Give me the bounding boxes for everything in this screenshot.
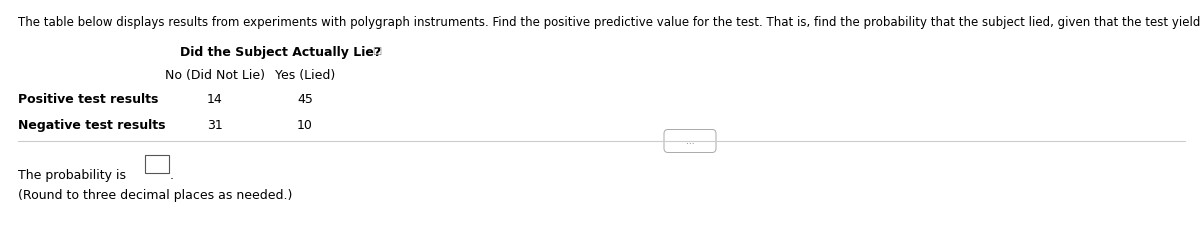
Text: The probability is: The probability is bbox=[18, 169, 126, 182]
Text: 14: 14 bbox=[208, 93, 223, 106]
Text: .: . bbox=[170, 169, 174, 182]
Text: 10: 10 bbox=[298, 119, 313, 132]
Text: No (Did Not Lie): No (Did Not Lie) bbox=[166, 69, 265, 82]
Text: ...: ... bbox=[685, 136, 695, 146]
Text: Yes (Lied): Yes (Lied) bbox=[275, 69, 335, 82]
Text: 31: 31 bbox=[208, 119, 223, 132]
Text: The table below displays results from experiments with polygraph instruments. Fi: The table below displays results from ex… bbox=[18, 16, 1200, 29]
FancyBboxPatch shape bbox=[664, 129, 716, 153]
FancyBboxPatch shape bbox=[145, 154, 169, 173]
Text: 45: 45 bbox=[298, 93, 313, 106]
Text: (Round to three decimal places as needed.): (Round to three decimal places as needed… bbox=[18, 189, 293, 202]
Text: Positive test results: Positive test results bbox=[18, 93, 158, 106]
Text: Did the Subject Actually Lie?: Did the Subject Actually Lie? bbox=[180, 46, 382, 59]
Text: Negative test results: Negative test results bbox=[18, 119, 166, 132]
Text: □: □ bbox=[372, 46, 382, 56]
